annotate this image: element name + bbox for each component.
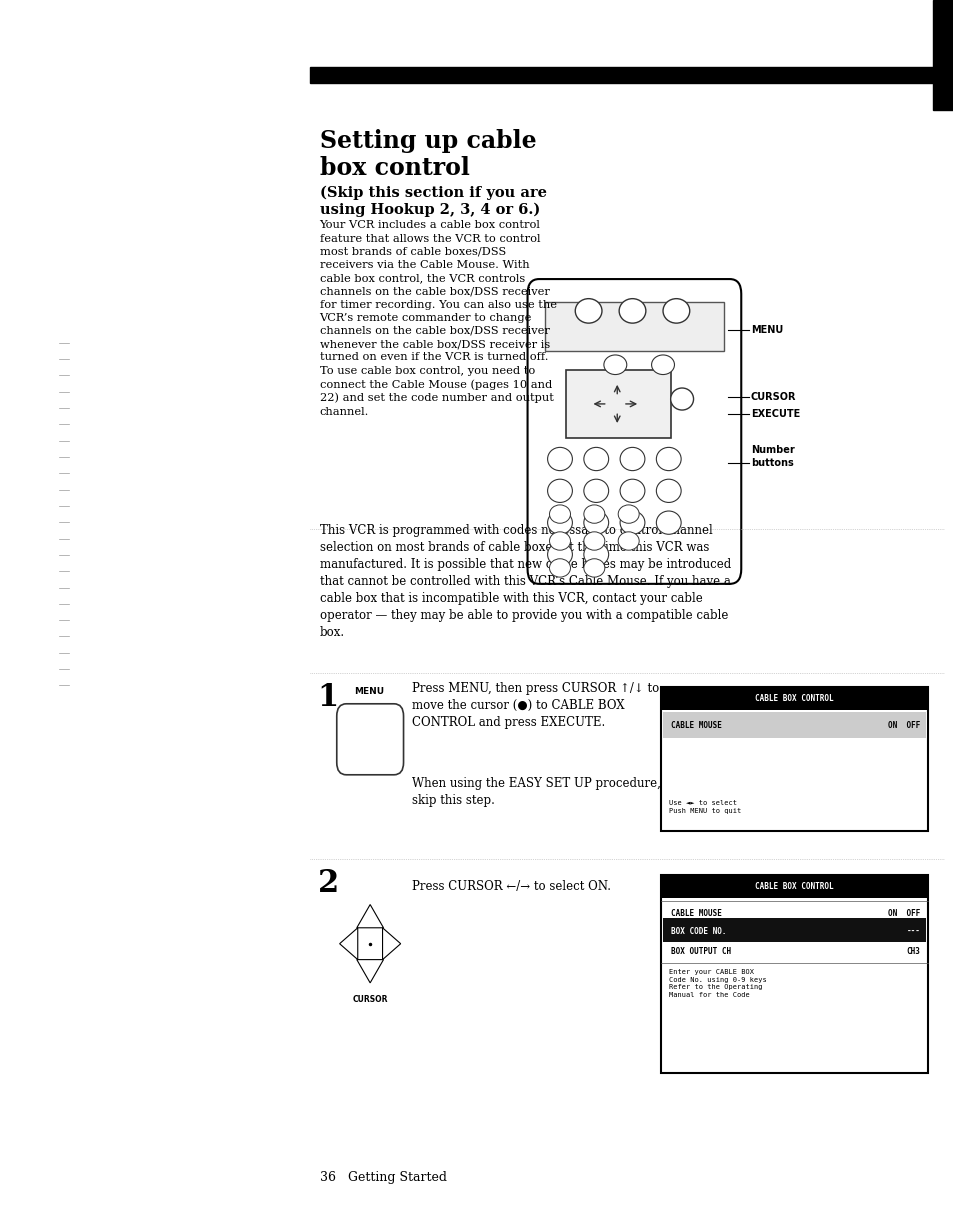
Polygon shape bbox=[356, 960, 383, 983]
Text: BOX CODE NO.: BOX CODE NO. bbox=[670, 927, 725, 936]
Text: 36   Getting Started: 36 Getting Started bbox=[319, 1170, 446, 1184]
Bar bbox=[660, 687, 927, 831]
Polygon shape bbox=[382, 928, 400, 960]
Bar bbox=[660, 875, 927, 1073]
Ellipse shape bbox=[583, 512, 608, 535]
Bar bbox=[310, 67, 953, 83]
Ellipse shape bbox=[618, 506, 639, 524]
Text: ---: --- bbox=[905, 927, 920, 936]
Ellipse shape bbox=[549, 506, 570, 524]
Ellipse shape bbox=[583, 506, 604, 524]
Ellipse shape bbox=[618, 299, 645, 323]
Ellipse shape bbox=[547, 512, 572, 535]
Ellipse shape bbox=[619, 448, 644, 471]
Ellipse shape bbox=[583, 531, 604, 551]
Bar bbox=[660, 687, 927, 710]
Polygon shape bbox=[339, 928, 357, 960]
Text: Enter your CABLE BOX
Code No. using 0-9 keys
Refer to the Operating
Manual for t: Enter your CABLE BOX Code No. using 0-9 … bbox=[668, 969, 765, 998]
Ellipse shape bbox=[583, 558, 604, 577]
Ellipse shape bbox=[575, 299, 601, 323]
Text: ON  OFF: ON OFF bbox=[887, 908, 920, 918]
FancyBboxPatch shape bbox=[336, 704, 403, 775]
Ellipse shape bbox=[547, 448, 572, 471]
Text: CABLE MOUSE: CABLE MOUSE bbox=[670, 908, 720, 918]
Bar bbox=[932, 0, 953, 110]
Text: CABLE MOUSE: CABLE MOUSE bbox=[670, 721, 720, 731]
Ellipse shape bbox=[583, 543, 608, 567]
Text: CURSOR: CURSOR bbox=[352, 995, 388, 1004]
Text: CABLE BOX CONTROL: CABLE BOX CONTROL bbox=[755, 694, 833, 703]
Ellipse shape bbox=[603, 355, 626, 375]
Ellipse shape bbox=[547, 480, 572, 503]
Ellipse shape bbox=[583, 448, 608, 471]
Text: 1: 1 bbox=[317, 682, 338, 712]
Ellipse shape bbox=[656, 480, 680, 503]
Text: CURSOR: CURSOR bbox=[750, 392, 796, 401]
Ellipse shape bbox=[619, 512, 644, 535]
Ellipse shape bbox=[547, 543, 572, 567]
Text: EXECUTE: EXECUTE bbox=[750, 409, 800, 419]
Text: CABLE BOX CONTROL: CABLE BOX CONTROL bbox=[755, 883, 833, 891]
Text: CH3: CH3 bbox=[905, 946, 920, 956]
FancyBboxPatch shape bbox=[527, 279, 740, 584]
Text: Setting up cable
box control: Setting up cable box control bbox=[319, 129, 536, 180]
Bar bbox=[565, 370, 670, 438]
Ellipse shape bbox=[656, 448, 680, 471]
Ellipse shape bbox=[549, 531, 570, 551]
Polygon shape bbox=[356, 905, 383, 928]
Text: Press CURSOR ←/→ to select ON.: Press CURSOR ←/→ to select ON. bbox=[412, 880, 611, 894]
Text: This VCR is programmed with codes necessary to control channel
selection on most: This VCR is programmed with codes necess… bbox=[319, 524, 730, 639]
Bar bbox=[662, 918, 925, 942]
Bar bbox=[660, 875, 927, 898]
Ellipse shape bbox=[651, 355, 674, 375]
Text: Press MENU, then press CURSOR ↑/↓ to
move the cursor (●) to CABLE BOX
CONTROL an: Press MENU, then press CURSOR ↑/↓ to mov… bbox=[412, 682, 659, 728]
Ellipse shape bbox=[662, 299, 689, 323]
Text: Number
buttons: Number buttons bbox=[750, 446, 794, 468]
Ellipse shape bbox=[549, 558, 570, 577]
Ellipse shape bbox=[618, 531, 639, 551]
Ellipse shape bbox=[656, 512, 680, 535]
Text: When using the EASY SET UP procedure,
skip this step.: When using the EASY SET UP procedure, sk… bbox=[412, 777, 660, 808]
Ellipse shape bbox=[583, 480, 608, 503]
Text: Your VCR includes a cable box control
feature that allows the VCR to control
mos: Your VCR includes a cable box control fe… bbox=[319, 220, 556, 416]
Text: 2: 2 bbox=[317, 868, 338, 898]
Ellipse shape bbox=[619, 480, 644, 503]
Text: MENU: MENU bbox=[750, 326, 782, 335]
Text: (Skip this section if you are
using Hookup 2, 3, 4 or 6.): (Skip this section if you are using Hook… bbox=[319, 186, 546, 217]
Text: BOX OUTPUT CH: BOX OUTPUT CH bbox=[670, 946, 730, 956]
Bar bbox=[662, 712, 925, 738]
Text: ON  OFF: ON OFF bbox=[887, 721, 920, 731]
Text: MENU: MENU bbox=[354, 687, 384, 695]
Ellipse shape bbox=[670, 388, 693, 410]
Text: Use ◄► to select
Push MENU to quit: Use ◄► to select Push MENU to quit bbox=[668, 800, 740, 814]
Bar bbox=[544, 302, 723, 351]
